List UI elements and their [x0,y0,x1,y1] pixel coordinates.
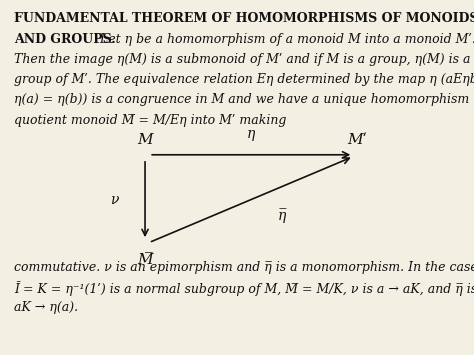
Text: Let η be a homomorphism of a monoid M into a monoid Mʹ.: Let η be a homomorphism of a monoid M in… [92,33,474,46]
Text: ν: ν [110,192,118,207]
Text: FUNDAMENTAL THEOREM OF HOMOMORPHISMS OF MONOIDS: FUNDAMENTAL THEOREM OF HOMOMORPHISMS OF … [14,12,474,26]
Text: Ī = K = η⁻¹(1ʹ) is a normal subgroup of M, M̅ = M/K, ν is a → aK, and η̅ is: Ī = K = η⁻¹(1ʹ) is a normal subgroup of … [14,281,474,296]
Text: commutative. ν is an epimorphism and η̅ is a monomorphism. In the case of groups: commutative. ν is an epimorphism and η̅ … [14,261,474,274]
Text: Then the image η(M) is a submonoid of Mʹ and if M is a group, η(M) is a sub-: Then the image η(M) is a submonoid of Mʹ… [14,53,474,66]
Text: η̅: η̅ [278,208,286,223]
Text: quotient monoid M̅ = M/Eη into Mʹ making: quotient monoid M̅ = M/Eη into Mʹ making [14,114,287,127]
Text: group of Mʹ. The equivalence relation Eη determined by the map η (aEηb means: group of Mʹ. The equivalence relation Eη… [14,73,474,86]
Text: aK → η(a).: aK → η(a). [14,301,78,315]
Text: M: M [137,133,153,147]
Text: Mʹ: Mʹ [347,133,367,147]
Text: η(a) = η(b)) is a congruence in M and we have a unique homomorphism η̅ of the: η(a) = η(b)) is a congruence in M and we… [14,93,474,106]
Text: η: η [247,127,255,141]
Text: AND GROUPS.: AND GROUPS. [14,33,116,46]
Text: M̅: M̅ [137,253,153,267]
